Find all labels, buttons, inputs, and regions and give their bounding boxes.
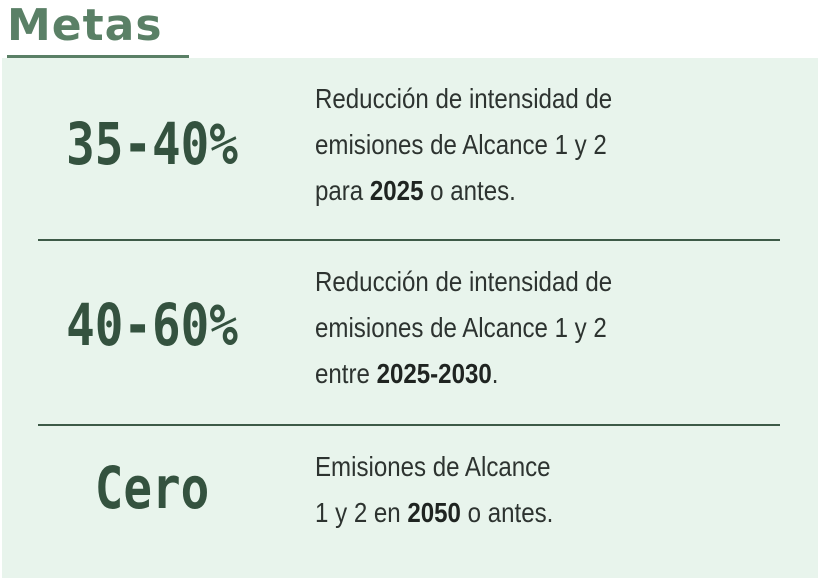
heading-title: Metas (7, 0, 163, 51)
section-heading: Metas (7, 0, 189, 60)
goal-description: Reducción de intensidad de emisiones de … (315, 259, 728, 397)
text-part: . (491, 358, 499, 389)
year-highlight: 2050 (407, 497, 461, 528)
goal-value: 35-40% (66, 110, 238, 178)
description-line: para 2025 o antes. (315, 168, 728, 214)
goal-value: Cero (94, 454, 210, 522)
text-part: para (315, 175, 370, 206)
description-line: Emisiones de Alcance (315, 451, 551, 482)
description-line: Reducción de intensidad de (315, 83, 613, 114)
goal-row: 40-60% Reducción de intensidad de emisio… (2, 241, 818, 424)
text-part: entre (315, 358, 377, 389)
goal-row: 35-40% Reducción de intensidad de emisio… (2, 58, 818, 238)
row-divider (38, 424, 780, 426)
description-line: emisiones de Alcance 1 y 2 (315, 312, 607, 343)
year-highlight: 2025 (369, 175, 424, 206)
goal-row: Cero Emisiones de Alcance 1 y 2 en 2050 … (2, 426, 818, 576)
description-line: emisiones de Alcance 1 y 2 (315, 129, 607, 160)
text-part: o antes. (423, 175, 516, 206)
text-part: 1 y 2 en (315, 497, 408, 528)
goal-value: 40-60% (66, 291, 238, 359)
description-line: Reducción de intensidad de (315, 266, 613, 297)
goals-panel: 35-40% Reducción de intensidad de emisio… (2, 58, 818, 578)
goal-description: Emisiones de Alcance 1 y 2 en 2050 o ant… (315, 444, 728, 536)
text-part: o antes. (460, 497, 554, 528)
description-line: 1 y 2 en 2050 o antes. (315, 490, 728, 536)
goal-description: Reducción de intensidad de emisiones de … (315, 76, 728, 214)
row-divider (38, 239, 780, 241)
description-line: entre 2025-2030. (315, 351, 728, 397)
year-highlight: 2025-2030 (376, 358, 492, 389)
